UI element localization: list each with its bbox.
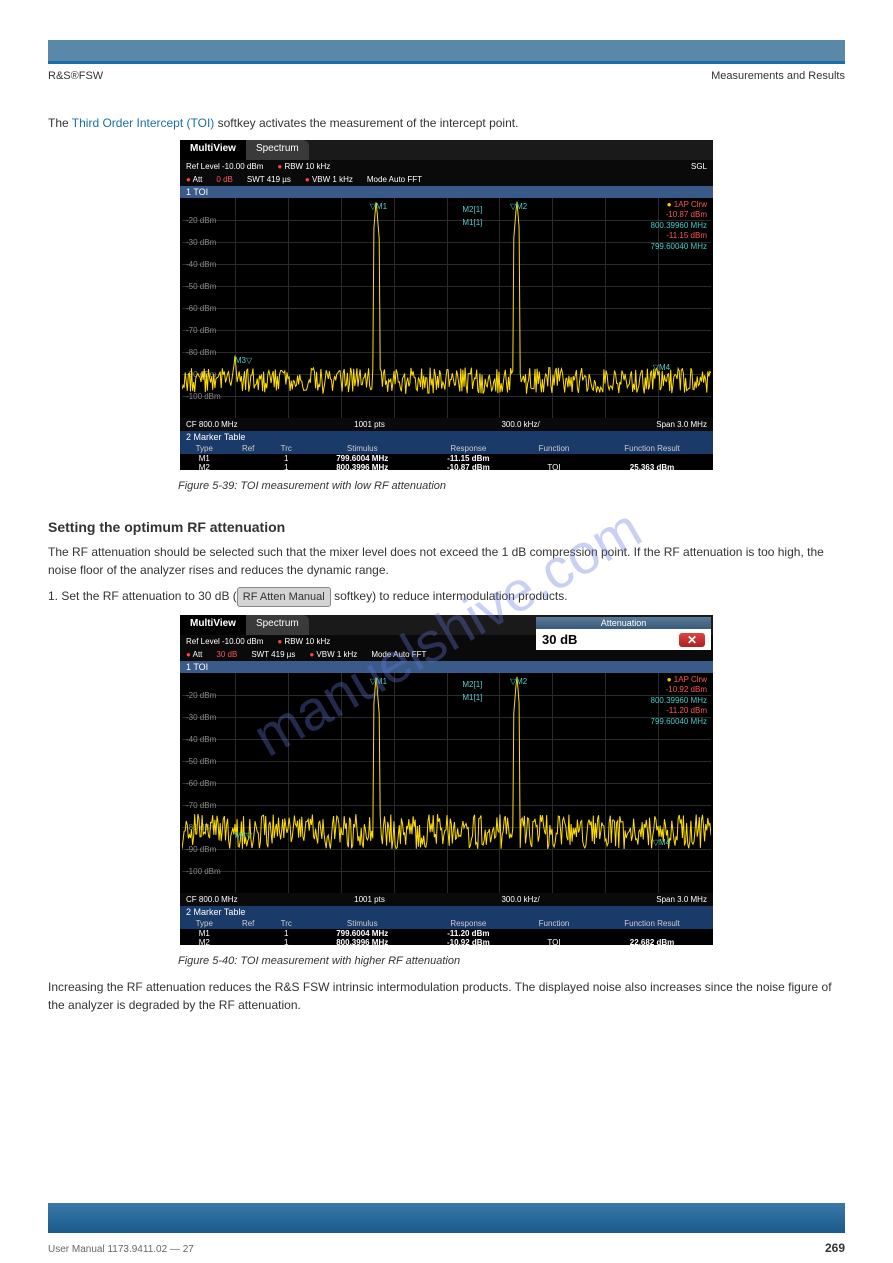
marker-readout: ● 1AP Clrw -10.92 dBm 800.39960 MHz -11.… (651, 675, 707, 727)
header-product: R&S®FSW (48, 70, 103, 82)
tab-multiview[interactable]: MultiView (180, 615, 246, 635)
paragraph-4: Increasing the RF attenuation reduces th… (48, 978, 845, 1014)
spectrum-plot[interactable]: -20 dBm-30 dBm-40 dBm-50 dBm-60 dBm-70 d… (182, 198, 711, 418)
figure1-caption: Figure 5-39: TOI measurement with low RF… (178, 478, 845, 495)
figure2-caption: Figure 5-40: TOI measurement with higher… (178, 953, 845, 970)
marker-row: M11799.6004 MHz-11.15 dBm (180, 454, 713, 463)
marker-row: M21800.3996 MHz-10.92 dBmTOI22.682 dBm (180, 938, 713, 945)
page-content: R&S®FSW Measurements and Results The Thi… (0, 0, 893, 1062)
marker-row: M11799.6004 MHz-11.20 dBm (180, 929, 713, 938)
paragraph-3: 1. Set the RF attenuation to 30 dB (RF A… (48, 587, 845, 608)
atten-title: Attenuation (536, 617, 711, 629)
section-title: Setting the optimum RF attenuation (48, 519, 845, 535)
plot-footer: CF 800.0 MHz1001 pts300.0 kHz/Span 3.0 M… (180, 893, 713, 906)
header-section: Measurements and Results (711, 70, 845, 82)
toi-label: 1 TOI (180, 186, 713, 198)
rf-atten-key[interactable]: RF Atten Manual (237, 587, 331, 608)
marker-table-title: 2 Marker Table (180, 431, 713, 443)
header-bar (48, 40, 845, 64)
intro-paragraph: The Third Order Intercept (TOI) softkey … (48, 114, 845, 132)
spectrum-analyzer-2: Attenuation 30 dB✕ MultiView Spectrum Re… (180, 615, 713, 945)
marker-row: M21800.3996 MHz-10.87 dBmTOI25.363 dBm (180, 463, 713, 470)
marker-table-title: 2 Marker Table (180, 906, 713, 918)
footer-bar (48, 1203, 845, 1233)
attenuation-panel: Attenuation 30 dB ✕ (536, 617, 711, 650)
atten-value[interactable]: 30 dB (542, 632, 577, 647)
spectrum-analyzer-1: MultiView Spectrum Ref Level -10.00 dBm … (180, 140, 713, 470)
paragraph-2: The RF attenuation should be selected su… (48, 543, 845, 579)
footer-manual-ref: User Manual 1173.9411.02 — 27 (48, 1244, 194, 1255)
measurement-params-2: ● Att 0 dB SWT 419 µs ● VBW 1 kHz Mode A… (180, 173, 713, 186)
marker-table: TypeRefTrcStimulusResponseFunctionFuncti… (180, 918, 713, 945)
tab-spectrum[interactable]: Spectrum (246, 615, 309, 635)
tab-multiview[interactable]: MultiView (180, 140, 246, 160)
marker-table: TypeRefTrcStimulusResponseFunctionFuncti… (180, 443, 713, 470)
spectrum-plot[interactable]: -20 dBm-30 dBm-40 dBm-50 dBm-60 dBm-70 d… (182, 673, 711, 893)
tab-spectrum[interactable]: Spectrum (246, 140, 309, 160)
close-icon[interactable]: ✕ (679, 633, 705, 647)
page-number: 269 (825, 1241, 845, 1255)
measurement-params: Ref Level -10.00 dBm ● RBW 10 kHz SGL (180, 160, 713, 173)
toi-label: 1 TOI (180, 661, 713, 673)
marker-readout: ● 1AP Clrw -10.87 dBm 800.39960 MHz -11.… (651, 200, 707, 252)
tab-bar: MultiView Spectrum (180, 140, 713, 160)
plot-footer: CF 800.0 MHz1001 pts300.0 kHz/Span 3.0 M… (180, 418, 713, 431)
